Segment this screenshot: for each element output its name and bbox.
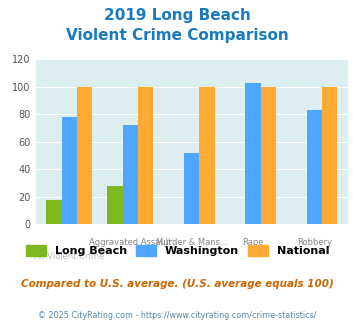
- Bar: [261, 87, 276, 224]
- Text: 2019 Long Beach: 2019 Long Beach: [104, 8, 251, 23]
- Bar: [200, 87, 215, 224]
- Bar: [184, 153, 200, 224]
- Bar: [46, 200, 61, 224]
- Text: Violent Crime Comparison: Violent Crime Comparison: [66, 28, 289, 43]
- Text: Compared to U.S. average. (U.S. average equals 100): Compared to U.S. average. (U.S. average …: [21, 279, 334, 289]
- Text: Murder & Mans...: Murder & Mans...: [156, 238, 228, 247]
- Bar: [138, 87, 153, 224]
- Text: Aggravated Assault: Aggravated Assault: [89, 238, 171, 247]
- Bar: [245, 83, 261, 224]
- Bar: [77, 87, 92, 224]
- Text: Rape: Rape: [242, 238, 264, 247]
- Legend: Long Beach, Washington, National: Long Beach, Washington, National: [23, 242, 332, 260]
- Bar: [61, 117, 77, 224]
- Bar: [123, 125, 138, 224]
- Text: Robbery: Robbery: [297, 238, 332, 247]
- Text: © 2025 CityRating.com - https://www.cityrating.com/crime-statistics/: © 2025 CityRating.com - https://www.city…: [38, 311, 317, 320]
- Bar: [322, 87, 337, 224]
- Bar: [108, 186, 123, 224]
- Text: All Violent Crime: All Violent Crime: [34, 252, 104, 261]
- Bar: [307, 110, 322, 224]
